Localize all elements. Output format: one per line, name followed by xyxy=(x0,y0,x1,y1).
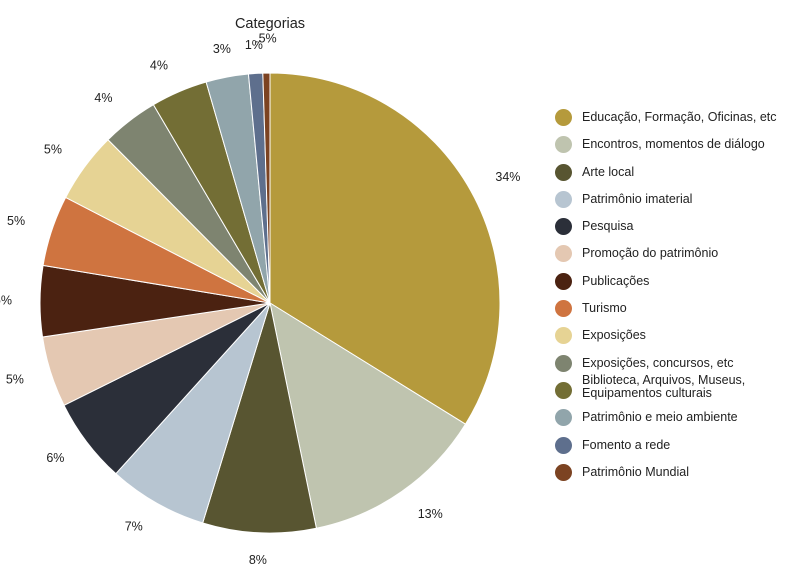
pie-slice-label: 34% xyxy=(495,170,520,184)
legend-label: Patrimônio Mundial xyxy=(582,464,689,479)
legend-item: Pesquisa xyxy=(555,215,795,242)
legend-item: Arte local xyxy=(555,161,795,188)
legend-label: Educação, Formação, Oficinas, etc xyxy=(582,110,777,124)
legend-item: Educação, Formação, Oficinas, etc xyxy=(555,106,795,133)
pie-slice xyxy=(262,72,271,304)
legend-label: Exposições, concursos, etc xyxy=(582,355,734,370)
legend-swatch xyxy=(555,409,572,427)
pie-slice-label: 5% xyxy=(6,373,24,387)
legend-label: Biblioteca, Arquivos, Museus, Equipament… xyxy=(582,372,746,400)
legend-label: Arte local xyxy=(582,164,635,179)
chart-legend: Educação, Formação, Oficinas, etc Encontr… xyxy=(555,106,795,488)
legend-swatch xyxy=(555,272,572,290)
legend-item: Patrimônio Mundial xyxy=(555,461,795,488)
legend-swatch xyxy=(555,354,572,372)
legend-label: Publicações xyxy=(582,273,650,288)
chart-title: Categorias xyxy=(235,16,305,32)
pie-slice xyxy=(269,301,467,529)
legend-item: Promoção do patrimônio xyxy=(555,242,795,269)
legend-swatch xyxy=(555,245,572,263)
pie-chart: Categorias 34% 13% 8% 7% 6% 5% 5% 5% 5% 4% 4% 3% 1%.… xyxy=(0,16,520,567)
legend-swatch xyxy=(555,218,572,236)
legend-label: Fomento a rede xyxy=(582,437,671,452)
pie-slices xyxy=(39,72,501,534)
legend-label: Promoção do patrimônio xyxy=(582,246,719,261)
legend-item: Exposições, concursos, etc xyxy=(555,352,795,379)
legend-item: Patrimônio imaterial xyxy=(555,188,795,215)
legend-label: Patrimônio e meio ambiente xyxy=(582,410,738,425)
legend-swatch xyxy=(555,327,572,345)
legend-label: Turismo xyxy=(582,301,627,316)
legend-swatch xyxy=(555,463,572,481)
pie-slice-label: 5% xyxy=(44,143,62,157)
legend-swatch xyxy=(555,436,572,454)
pie-slice-label: 6% xyxy=(46,451,64,465)
pie-slice-label: 8% xyxy=(249,553,267,567)
pie-slice-label: 5% xyxy=(0,293,12,307)
pie-slice xyxy=(202,302,318,534)
legend-label: Pesquisa xyxy=(582,219,634,234)
pie-slice-label: 4% xyxy=(150,58,168,72)
pie-slice-label: 1% xyxy=(245,38,263,52)
pie-labels: 34% 13% 8% 7% 6% 5% 5% 5% 5% 4% 4% 3% 1%.5% xyxy=(0,31,520,567)
legend-swatch xyxy=(555,109,572,126)
pie-slice-label: 5% xyxy=(7,214,25,228)
legend-item: Patrimônio e meio ambiente xyxy=(555,406,795,433)
pie-slice-label: 13% xyxy=(418,507,443,521)
pie-slice-label: 7% xyxy=(125,520,143,534)
legend-swatch xyxy=(555,136,572,154)
legend-item: Biblioteca, Arquivos, Museus, Equipament… xyxy=(555,373,795,406)
legend-label: Encontros, momentos de diálogo xyxy=(582,137,765,152)
pie-slice-label: .5% xyxy=(255,31,277,45)
legend-swatch xyxy=(555,163,572,181)
legend-swatch xyxy=(555,381,572,399)
pie-slice-label: 3% xyxy=(213,42,231,56)
legend-item: Publicações xyxy=(555,270,795,297)
legend-item: Encontros, momentos de diálogo xyxy=(555,133,795,160)
pie-slice-label: 4% xyxy=(94,91,112,105)
legend-label: Exposições xyxy=(582,328,646,343)
legend-label: Patrimônio imaterial xyxy=(582,191,693,206)
legend-item: Turismo xyxy=(555,297,795,324)
legend-swatch xyxy=(555,300,572,318)
legend-item: Fomento a rede xyxy=(555,434,795,461)
pie-slice xyxy=(269,72,501,425)
legend-swatch xyxy=(555,190,572,208)
legend-item: Exposições xyxy=(555,324,795,351)
